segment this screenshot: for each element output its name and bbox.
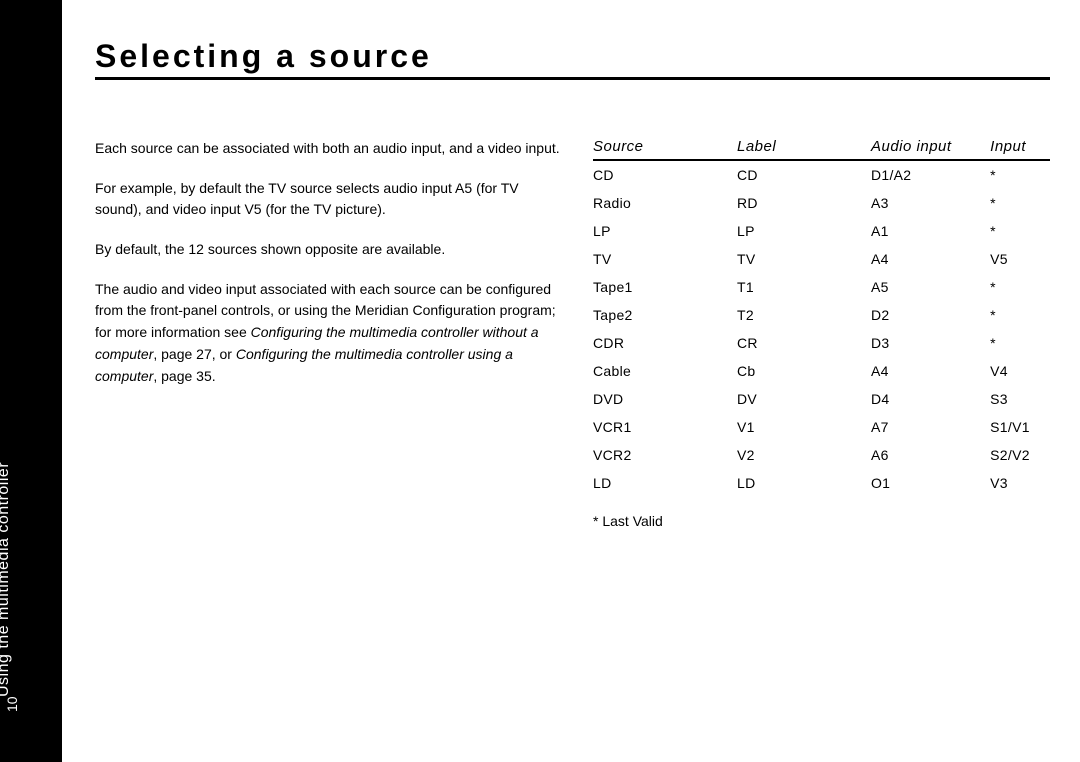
cell-label: LP xyxy=(737,217,871,245)
table-row: Tape2T2D2* xyxy=(593,301,1050,329)
cell-input: V3 xyxy=(990,469,1050,497)
cell-audio: D4 xyxy=(871,385,990,413)
cell-label: CR xyxy=(737,329,871,357)
cell-input: S2/V2 xyxy=(990,441,1050,469)
cell-audio: A3 xyxy=(871,189,990,217)
text: , page 35. xyxy=(153,368,215,384)
table-row: CDCDD1/A2* xyxy=(593,160,1050,189)
th-source: Source xyxy=(593,138,737,160)
cell-audio: A4 xyxy=(871,245,990,273)
cell-label: CD xyxy=(737,160,871,189)
cell-audio: D1/A2 xyxy=(871,160,990,189)
cell-label: V1 xyxy=(737,413,871,441)
cell-source: Tape2 xyxy=(593,301,737,329)
cell-audio: A4 xyxy=(871,357,990,385)
cell-input: * xyxy=(990,273,1050,301)
cell-input: * xyxy=(990,301,1050,329)
cell-source: Radio xyxy=(593,189,737,217)
cell-input: * xyxy=(990,160,1050,189)
cell-input: * xyxy=(990,217,1050,245)
cell-label: T1 xyxy=(737,273,871,301)
cell-input: * xyxy=(990,329,1050,357)
cell-input: S1/V1 xyxy=(990,413,1050,441)
table-row: LPLPA1* xyxy=(593,217,1050,245)
cell-source: CDR xyxy=(593,329,737,357)
table-row: CDRCRD3* xyxy=(593,329,1050,357)
cell-source: VCR1 xyxy=(593,413,737,441)
source-table: Source Label Audio input Input CDCDD1/A2… xyxy=(593,138,1050,497)
cell-input: V4 xyxy=(990,357,1050,385)
paragraph: Each source can be associated with both … xyxy=(95,138,563,160)
cell-input: S3 xyxy=(990,385,1050,413)
cell-source: CD xyxy=(593,160,737,189)
cell-audio: A5 xyxy=(871,273,990,301)
text: , page 27, or xyxy=(153,346,236,362)
cell-audio: A6 xyxy=(871,441,990,469)
cell-audio: A7 xyxy=(871,413,990,441)
page-number: 10 xyxy=(4,696,20,712)
cell-source: LP xyxy=(593,217,737,245)
paragraph: By default, the 12 sources shown opposit… xyxy=(95,239,563,261)
cell-label: V2 xyxy=(737,441,871,469)
table-row: CableCbA4V4 xyxy=(593,357,1050,385)
sidebar: 10 Using the multimedia controller xyxy=(0,0,62,762)
th-label: Label xyxy=(737,138,871,160)
page-title: Selecting a source xyxy=(95,38,1050,80)
cell-source: LD xyxy=(593,469,737,497)
cell-audio: A1 xyxy=(871,217,990,245)
paragraph: For example, by default the TV source se… xyxy=(95,178,563,221)
section-title: Using the multimedia controller xyxy=(0,462,13,697)
cell-label: TV xyxy=(737,245,871,273)
table-row: VCR2V2A6S2/V2 xyxy=(593,441,1050,469)
table-row: Tape1T1A5* xyxy=(593,273,1050,301)
cell-input: V5 xyxy=(990,245,1050,273)
table-row: RadioRDA3* xyxy=(593,189,1050,217)
cell-label: Cb xyxy=(737,357,871,385)
cell-source: VCR2 xyxy=(593,441,737,469)
table-footnote: * Last Valid xyxy=(593,513,1050,529)
cell-source: Cable xyxy=(593,357,737,385)
page-content: Selecting a source Each source can be as… xyxy=(95,38,1050,529)
cell-audio: D2 xyxy=(871,301,990,329)
body-text: Each source can be associated with both … xyxy=(95,138,563,529)
cell-label: RD xyxy=(737,189,871,217)
cell-source: DVD xyxy=(593,385,737,413)
th-input: Input xyxy=(990,138,1050,160)
table-row: VCR1V1A7S1/V1 xyxy=(593,413,1050,441)
cell-label: T2 xyxy=(737,301,871,329)
cell-label: DV xyxy=(737,385,871,413)
cell-label: LD xyxy=(737,469,871,497)
table-row: DVDDVD4S3 xyxy=(593,385,1050,413)
cell-input: * xyxy=(990,189,1050,217)
paragraph: The audio and video input associated wit… xyxy=(95,279,563,387)
cell-audio: D3 xyxy=(871,329,990,357)
table-row: TVTVA4V5 xyxy=(593,245,1050,273)
th-audio: Audio input xyxy=(871,138,990,160)
cell-source: Tape1 xyxy=(593,273,737,301)
cell-source: TV xyxy=(593,245,737,273)
cell-audio: O1 xyxy=(871,469,990,497)
table-row: LDLDO1V3 xyxy=(593,469,1050,497)
